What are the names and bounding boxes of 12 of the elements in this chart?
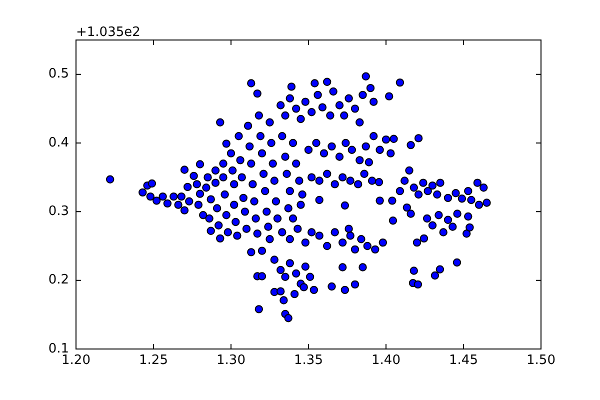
y-tick-label: 0.3 [48,204,69,220]
y-tick-label: 0.2 [48,272,69,288]
x-tick-label: 1.35 [294,353,323,368]
x-tick-label: 1.25 [139,353,168,368]
y-tick-label: 0.4 [48,135,69,150]
x-tick-label: 1.40 [372,353,400,368]
text: +1.035e2 [76,25,140,40]
x-tick-label: 1.45 [449,353,478,368]
y-tick-label: 0.5 [48,66,69,82]
x-tick-label: 1.30 [216,353,246,368]
x-tick-label: 1.20 [62,353,90,368]
x-tick-label: 1.50 [526,353,556,368]
